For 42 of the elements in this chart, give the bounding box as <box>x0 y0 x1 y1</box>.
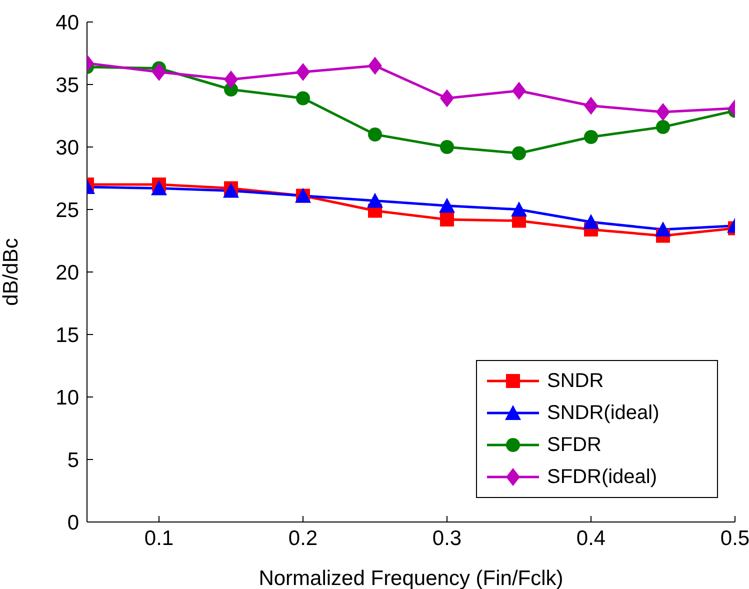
y-tick-label: 35 <box>56 74 79 97</box>
point <box>656 103 670 121</box>
point <box>656 120 670 134</box>
y-tick-label: 5 <box>67 448 79 472</box>
point <box>367 192 383 208</box>
point <box>368 128 382 142</box>
y-tick-label: 20 <box>56 261 79 284</box>
y-tick-label: 0 <box>67 511 79 534</box>
point <box>151 180 167 196</box>
legend-label: SFDR <box>547 434 602 456</box>
y-tick-label: 30 <box>56 136 79 160</box>
point <box>223 182 239 198</box>
point <box>368 56 382 75</box>
point <box>512 82 526 100</box>
point <box>296 63 310 81</box>
point <box>296 91 310 106</box>
point <box>583 214 599 229</box>
x-tick-label: 0.2 <box>288 526 318 550</box>
point <box>439 198 455 213</box>
x-tick-label: 0.1 <box>144 526 174 550</box>
y-tick-label: 40 <box>56 11 79 34</box>
legend-label: SFDR(ideal) <box>547 466 658 488</box>
point <box>655 222 671 236</box>
point <box>440 140 454 154</box>
y-tick-label: 10 <box>56 386 79 410</box>
point <box>511 202 527 216</box>
x-tick-label: 0.4 <box>576 526 606 550</box>
point <box>584 130 598 144</box>
legend-label: SNDR(ideal) <box>547 402 660 424</box>
y-tick-label: 15 <box>56 324 79 347</box>
point <box>512 146 526 160</box>
x-tick-label: 0.5 <box>720 526 749 550</box>
point <box>152 63 166 81</box>
point <box>584 96 598 115</box>
point <box>440 212 454 226</box>
y-tick-label: 25 <box>56 198 79 222</box>
legend-label: SNDR <box>547 370 604 392</box>
x-axis-title: Normalized Frequency (Fin/Fclk) <box>258 567 564 589</box>
y-axis-title: dB/dBc <box>0 238 22 306</box>
point <box>440 89 454 108</box>
x-tick-label: 0.3 <box>432 526 462 550</box>
point <box>224 70 238 88</box>
